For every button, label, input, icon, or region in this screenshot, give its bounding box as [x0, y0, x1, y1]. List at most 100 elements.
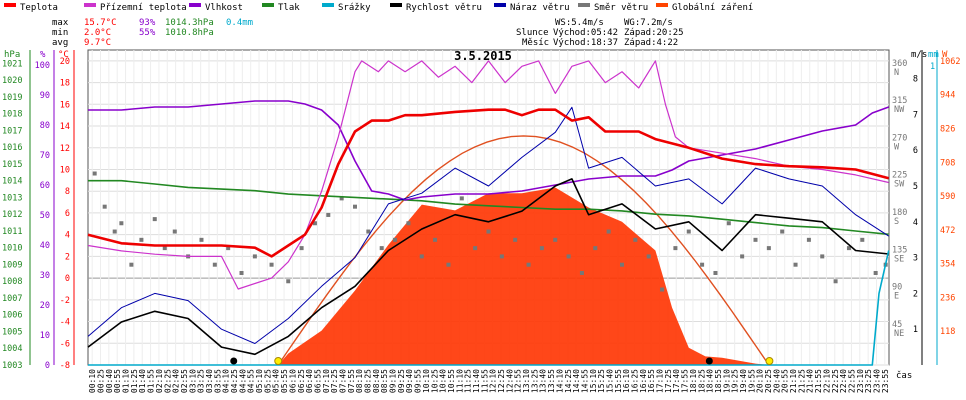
wind-direction-point — [846, 246, 851, 251]
axis-tick-direction-compass: SW — [894, 180, 905, 190]
axis-tick-time: 13:25 — [530, 369, 539, 393]
axis-tick-time: 08:10 — [355, 369, 364, 393]
axis-tick-time: 04:25 — [230, 369, 239, 393]
axis-tick-hpa: 1012 — [2, 210, 22, 220]
axis-tick-time: 21:55 — [814, 369, 823, 393]
axis-tick-time: 18:25 — [697, 369, 706, 393]
wind-direction-point — [660, 287, 665, 292]
axis-tick-time: 03:40 — [205, 369, 214, 393]
axis-tick-percent: 70 — [40, 151, 50, 161]
axis-tick-time: 05:55 — [280, 369, 289, 393]
moon-marker — [230, 357, 238, 365]
wind-direction-point — [713, 270, 718, 275]
axis-tick-w: 472 — [940, 226, 955, 236]
axis-tick-time: 13:10 — [522, 369, 531, 393]
axis-tick-ms: 7 — [913, 110, 918, 120]
axis-tick-ms: 1 — [913, 325, 918, 335]
wind-direction-point — [740, 254, 745, 259]
axis-label-ms: m/s — [911, 50, 927, 60]
stats-pressure: 1014.3hPa — [165, 18, 214, 28]
axis-tick-time: 01:25 — [130, 369, 139, 393]
wind-direction-point — [139, 237, 144, 242]
axis-tick-time: 00:25 — [97, 369, 106, 393]
stats-temp: 2.0°C — [84, 28, 111, 38]
axis-tick-time: 07:40 — [338, 369, 347, 393]
stats-pressure: 1010.8hPa — [165, 28, 214, 38]
axis-tick-temp: 20 — [60, 57, 70, 67]
axis-tick-ms: 3 — [913, 254, 918, 264]
axis-tick-time: 05:10 — [255, 369, 264, 393]
axis-tick-time: 12:25 — [497, 369, 506, 393]
legend-label: Globální záření — [672, 3, 753, 13]
axis-tick-time: 19:10 — [722, 369, 731, 393]
axis-tick-time: 13:40 — [539, 369, 548, 393]
axis-tick-percent: 20 — [40, 301, 50, 311]
axis-tick-time: 03:25 — [197, 369, 206, 393]
axis-tick-mm: 1 — [930, 62, 935, 72]
axis-tick-time: 00:55 — [113, 369, 122, 393]
axis-tick-temp: 6 — [65, 209, 70, 219]
wind-direction-point — [226, 246, 231, 251]
axis-tick-time: 01:40 — [138, 369, 147, 393]
axis-tick-time: 17:55 — [681, 369, 690, 393]
axis-tick-percent: 80 — [40, 121, 50, 131]
wind-direction-point — [339, 196, 344, 201]
axis-tick-w: 944 — [940, 91, 955, 101]
wind-direction-point — [620, 262, 624, 267]
wind-direction-point — [806, 237, 811, 242]
axis-tick-direction-deg: 90 — [892, 283, 902, 293]
axis-tick-time: 14:25 — [564, 369, 573, 393]
moon-set: Západ:4:22 — [624, 38, 678, 48]
wind-direction-point — [726, 221, 731, 226]
axis-tick-temp: -4 — [60, 318, 70, 328]
axis-tick-w: 708 — [940, 158, 955, 168]
axis-tick-direction-compass: S — [894, 217, 899, 227]
legend-label: Rychlost větru — [406, 3, 482, 13]
axis-tick-hpa: 1014 — [2, 177, 22, 187]
series-pressure-line — [88, 179, 889, 236]
legend-swatch — [262, 3, 274, 7]
axis-tick-direction-deg: 315 — [892, 96, 907, 106]
legend-label: Teplota — [20, 3, 58, 13]
wind-direction-point — [553, 237, 558, 242]
axis-tick-temp: -2 — [60, 296, 70, 306]
legend-swatch — [494, 3, 506, 7]
legend-label: Tlak — [278, 3, 300, 13]
axis-tick-hpa: 1015 — [2, 160, 22, 170]
axis-tick-hpa: 1004 — [2, 344, 22, 354]
axis-tick-time: 20:25 — [764, 369, 773, 393]
axis-tick-ms: 5 — [913, 182, 918, 192]
wind-direction-point — [766, 246, 771, 251]
axis-tick-time: 15:55 — [614, 369, 623, 393]
axis-tick-direction-compass: W — [894, 142, 900, 152]
wind-direction-point — [473, 246, 478, 251]
wind-direction-point — [873, 270, 878, 275]
wind-direction-point — [199, 237, 204, 242]
axis-tick-temp: 2 — [65, 252, 70, 262]
sun-marker — [274, 357, 283, 365]
axis-tick-time: 14:10 — [555, 369, 564, 393]
wind-direction-point — [593, 246, 598, 251]
stats-rain: 0.4mm — [226, 18, 253, 28]
axis-tick-hpa: 1013 — [2, 193, 22, 203]
axis-tick-time: 01:55 — [147, 369, 156, 393]
axis-tick-time: 17:10 — [656, 369, 665, 393]
axis-tick-time: 15:40 — [605, 369, 614, 393]
wind-direction-point — [312, 221, 317, 226]
axis-tick-percent: 0 — [45, 361, 50, 371]
axis-tick-time: 04:40 — [238, 369, 247, 393]
axis-tick-direction-deg: 225 — [892, 171, 907, 181]
wind-direction-point — [499, 254, 504, 259]
legend-label: Náraz větru — [510, 3, 570, 13]
axis-tick-hpa: 1018 — [2, 110, 22, 120]
axis-tick-hpa: 1006 — [2, 311, 22, 321]
axis-tick-time: 11:55 — [480, 369, 489, 393]
wind-direction-point — [566, 254, 571, 259]
axis-tick-time: 22:40 — [839, 369, 848, 393]
axis-tick-percent: 50 — [40, 211, 50, 221]
wind-direction-point — [433, 237, 438, 242]
series-wind-speed-line — [87, 178, 889, 356]
axis-tick-temp: 0 — [65, 274, 70, 284]
axis-tick-time: 00:40 — [105, 369, 114, 393]
axis-tick-time: 23:25 — [864, 369, 873, 393]
